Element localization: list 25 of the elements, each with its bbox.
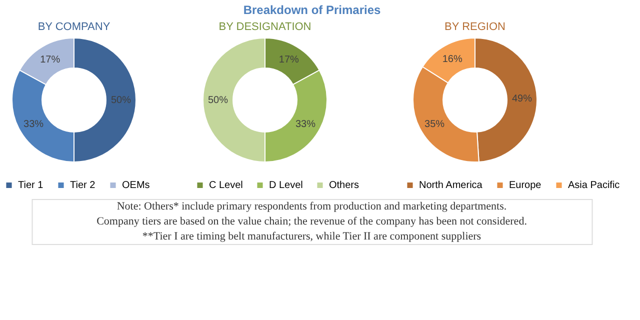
- data-label: 49%: [512, 94, 532, 105]
- text: Note: Others* include primary respondents from production and marketing departments.: [116, 200, 507, 212]
- chart-title: BY REGION: [444, 21, 506, 33]
- chart-title: BY DESIGNATION: [218, 21, 312, 33]
- legend-label: OEMs: [122, 180, 150, 192]
- data-label: 35%: [424, 118, 445, 130]
- text: Breakdown of Primaries: [243, 3, 382, 17]
- chart-title: BY COMPANY: [38, 21, 111, 33]
- legend-label: Others: [329, 180, 360, 192]
- data-label: 17%: [278, 54, 300, 66]
- legend-label: Tier 2: [70, 180, 96, 192]
- data-label: 17%: [40, 54, 60, 66]
- legend-label: Tier 1: [18, 180, 44, 192]
- data-label: 16%: [442, 54, 462, 65]
- text: **Tier I are timing belt manufacturers, while Tier II are component suppliers: [142, 230, 482, 242]
- text: Company tiers are based on the value chain; the revenue of the company has been not considered.: [96, 216, 528, 228]
- data-label: 33%: [24, 118, 44, 130]
- data-label: 33%: [295, 118, 316, 130]
- legend-label: North America: [419, 180, 483, 192]
- legend-label: Asia Pacific: [568, 180, 620, 192]
- legend-label: Europe: [509, 180, 542, 192]
- data-label: 50%: [208, 95, 228, 106]
- legend-label: C Level: [209, 180, 243, 192]
- data-label: 50%: [110, 95, 132, 106]
- legend-label: D Level: [269, 180, 303, 192]
